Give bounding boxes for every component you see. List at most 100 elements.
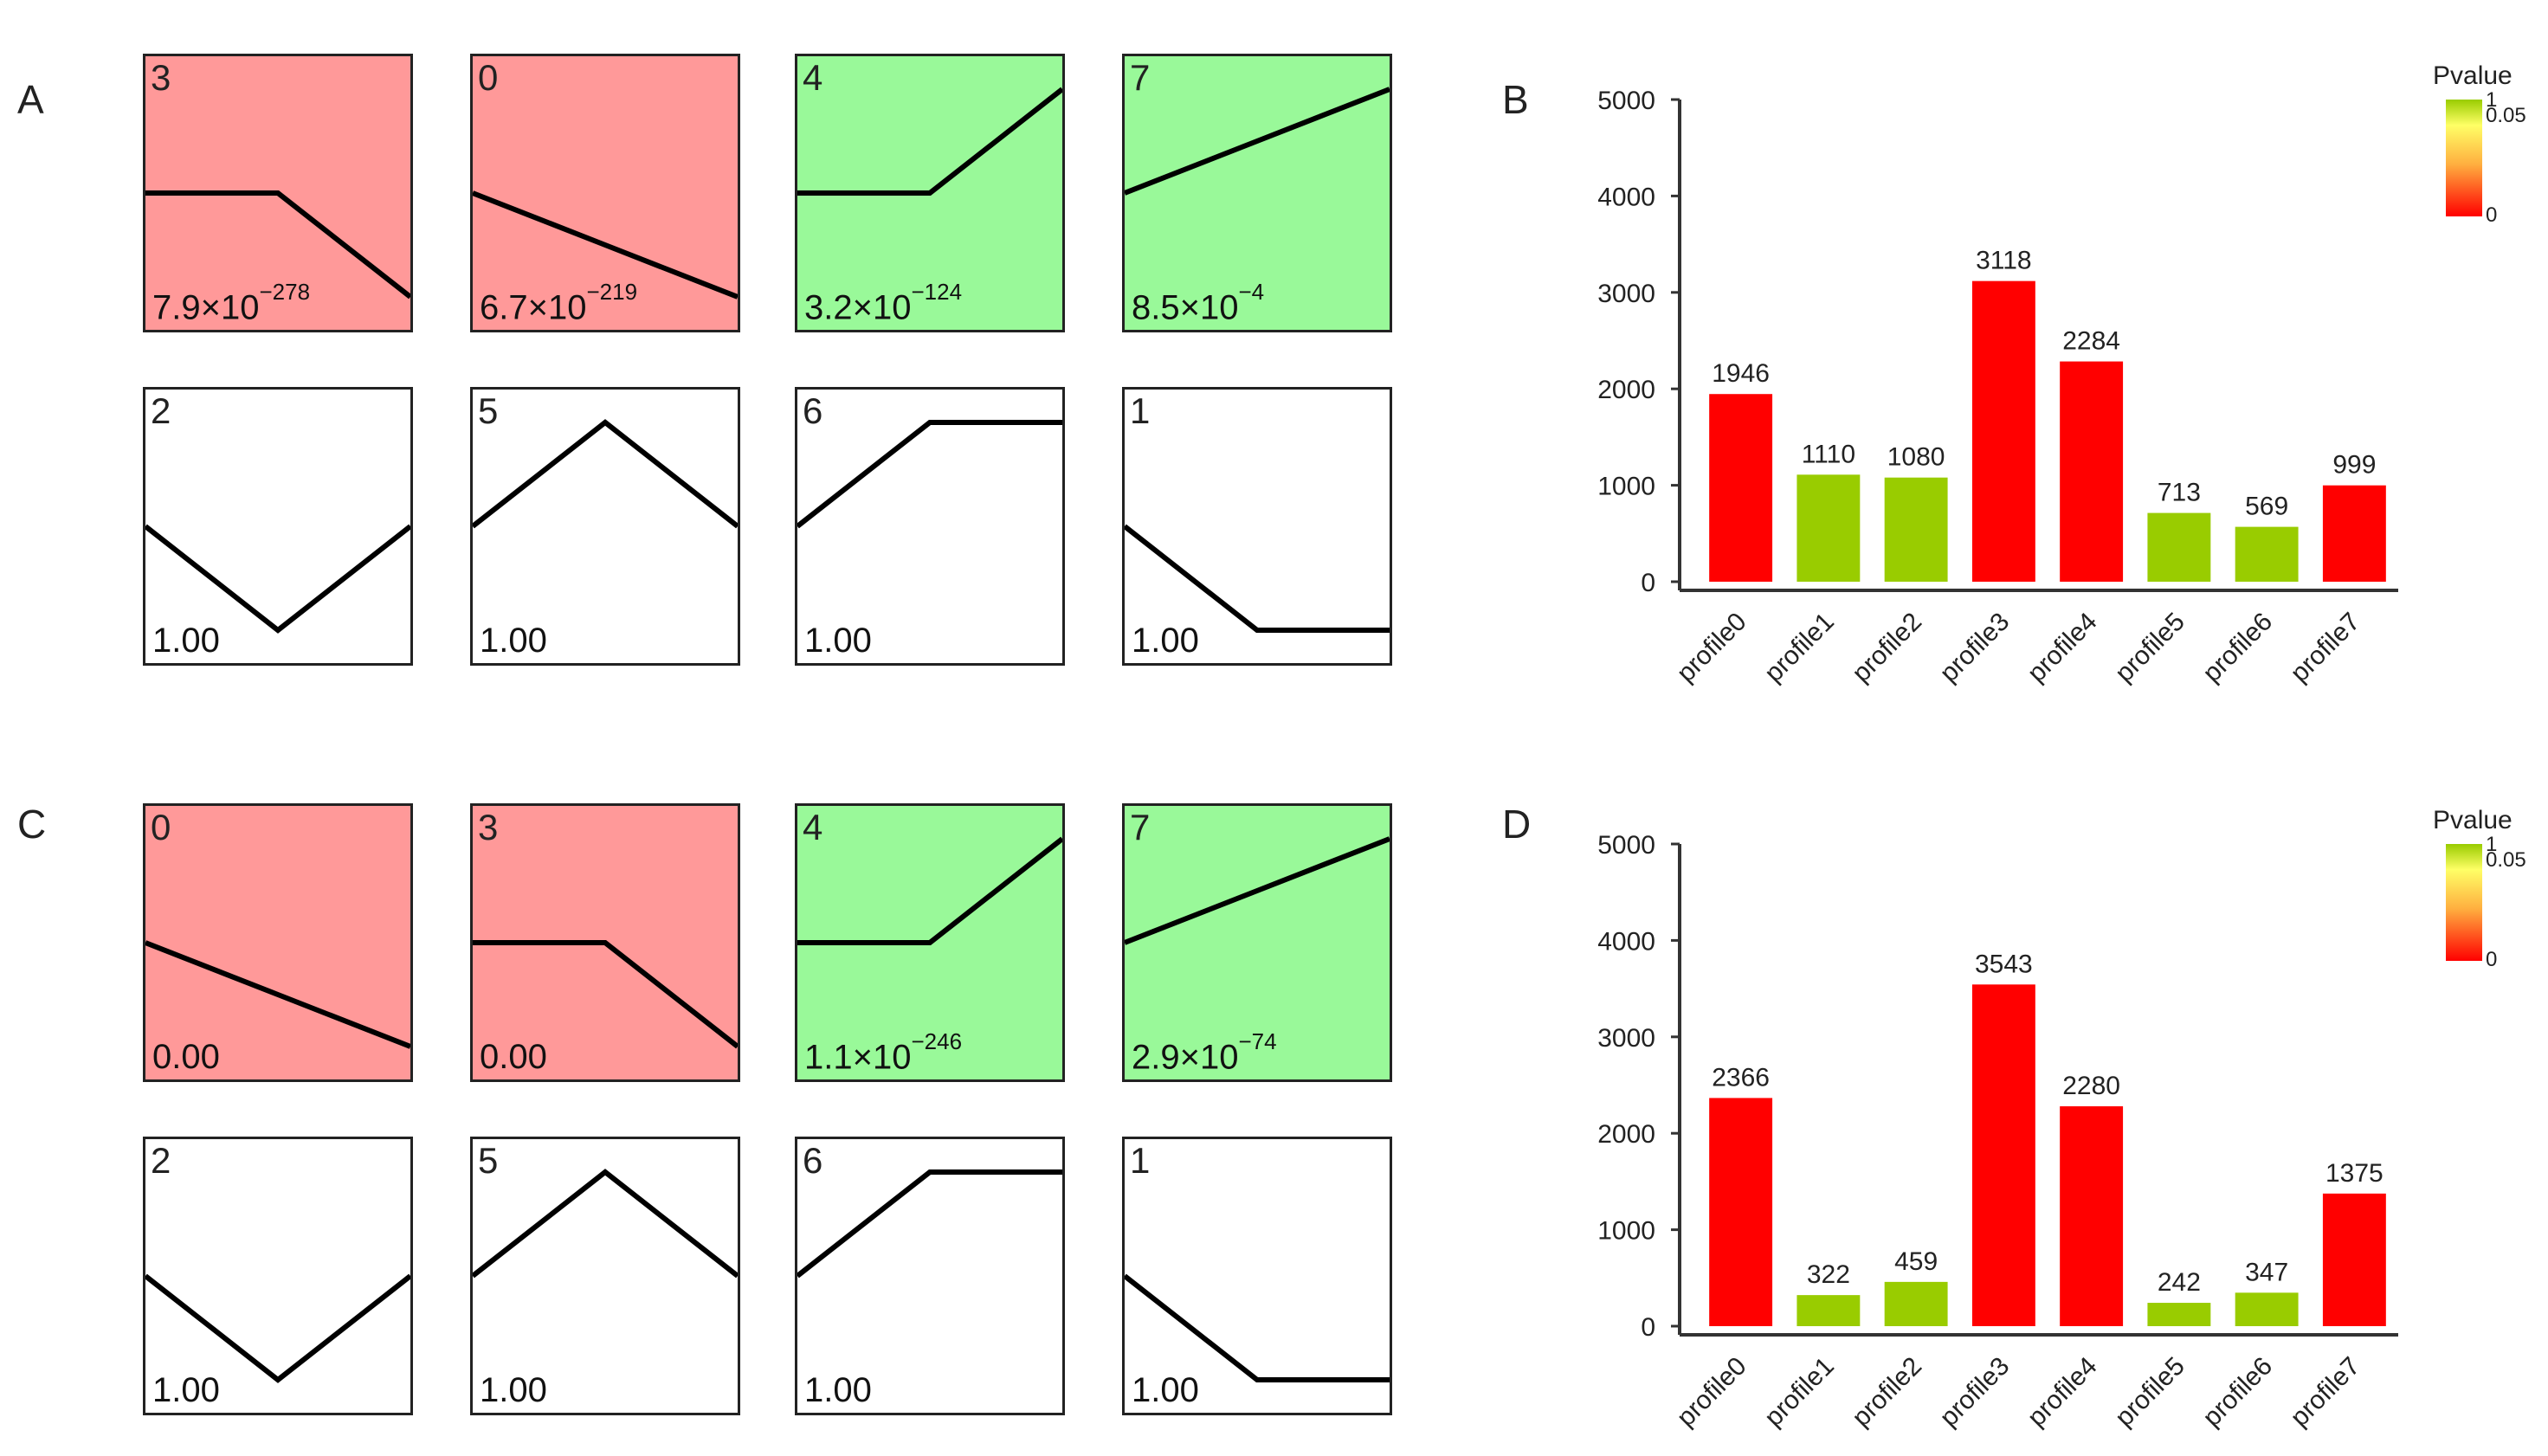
profile-pvalue-label: 1.00 [480, 623, 547, 658]
y-tick-label: 0 [1641, 1313, 1655, 1342]
y-tick-label: 1000 [1597, 473, 1655, 501]
bar-value-label: 2366 [1712, 1063, 1770, 1092]
trend-polyline [145, 524, 410, 634]
profile-box-c-7: 7 2.9×10−74 [1122, 803, 1392, 1082]
pvalue-base: 1.1×10 [804, 1038, 912, 1076]
trend-polyline [1125, 836, 1390, 945]
profile-trend-line [797, 1169, 1062, 1279]
bar-profile6 [2235, 526, 2299, 582]
trend-polyline [473, 419, 738, 529]
bar-profile4 [2060, 1106, 2124, 1326]
profile-pvalue-label: 0.00 [480, 1040, 547, 1074]
bar-profile2 [1884, 1281, 1948, 1326]
trend-polyline [145, 190, 410, 300]
pvalue-base: 1.00 [804, 1371, 872, 1409]
bar-profile1 [1797, 474, 1861, 582]
pvalue-exponent: −246 [911, 1028, 963, 1054]
profile-id-label: 6 [803, 1140, 823, 1181]
profile-trend-line [145, 190, 410, 300]
legend-title: Pvalue [2433, 806, 2513, 834]
pvalue-base: 0.00 [480, 1038, 547, 1076]
profile-box-a-3: 3 7.9×10−278 [143, 54, 413, 332]
x-tick-label: profile7 [2285, 608, 2365, 688]
x-tick-label: profile7 [2285, 1352, 2365, 1433]
bar-value-label: 999 [2332, 451, 2376, 480]
legend-colorbar [2446, 844, 2482, 961]
panel-letter-d: D [1502, 802, 1532, 847]
profile-box-a-6: 6 1.00 [795, 387, 1065, 666]
bar-value-label: 3543 [1975, 950, 2033, 978]
bar-value-label: 347 [2245, 1258, 2288, 1286]
bar-profile3 [1971, 280, 2035, 582]
trend-polyline [473, 190, 738, 300]
pvalue-base: 7.9×10 [152, 288, 260, 326]
y-tick-label: 2000 [1597, 1120, 1655, 1149]
trend-polyline [797, 87, 1062, 196]
bar-chart-b: 0 1000 2000 3000 4000 5000 1946 profile0 1110 pro… [1597, 61, 2526, 688]
bar-profile0 [1709, 1098, 1773, 1326]
profile-trend-line [797, 87, 1062, 196]
y-tick-label: 1000 [1597, 1217, 1655, 1246]
x-tick-label: profile4 [2022, 608, 2103, 688]
profile-pvalue-label: 6.7×10−219 [480, 280, 637, 326]
profile-id-label: 0 [478, 57, 499, 98]
bar-value-label: 459 [1894, 1247, 1938, 1276]
profile-box-c-4: 4 1.1×10−246 [795, 803, 1065, 1082]
bar-value-label: 242 [2158, 1268, 2201, 1297]
bar-profile6 [2235, 1292, 2299, 1326]
x-tick-label: profile6 [2197, 608, 2278, 688]
panel-letter-a: A [17, 77, 44, 122]
profile-box-c-1: 1 1.00 [1122, 1137, 1392, 1415]
profile-trend-line [473, 190, 738, 300]
profile-trend-line [1125, 524, 1390, 633]
bar-profile7 [2322, 485, 2386, 582]
bar-value-label: 2284 [2062, 327, 2120, 356]
profile-trend-line [473, 1169, 738, 1279]
y-tick-label: 3000 [1597, 280, 1655, 308]
profile-id-label: 2 [151, 390, 171, 431]
profile-trend-line [145, 524, 410, 634]
pvalue-base: 1.00 [1132, 622, 1199, 660]
bar-profile5 [2147, 1303, 2211, 1326]
profile-id-label: 2 [151, 1140, 171, 1181]
pvalue-base: 1.00 [1132, 1371, 1199, 1409]
legend-title: Pvalue [2433, 61, 2513, 90]
y-tick-label: 2000 [1597, 376, 1655, 404]
y-tick-label: 5000 [1597, 87, 1655, 115]
profile-id-label: 3 [151, 57, 171, 98]
pvalue-base: 1.00 [480, 1371, 547, 1409]
x-tick-label: profile5 [2110, 608, 2190, 688]
bar-profile5 [2147, 512, 2211, 582]
trend-polyline [1125, 1273, 1390, 1382]
profile-id-label: 4 [803, 57, 823, 98]
profile-pvalue-label: 1.00 [152, 623, 220, 658]
pvalue-base: 1.00 [152, 622, 220, 660]
x-tick-label: profile2 [1847, 1352, 1927, 1433]
profile-pvalue-label: 0.00 [152, 1040, 220, 1074]
legend-label: 0.05 [2486, 104, 2526, 127]
profile-box-a-2: 2 1.00 [143, 387, 413, 666]
profile-pvalue-label: 1.00 [804, 1373, 872, 1408]
legend-colorbar [2446, 100, 2482, 216]
pvalue-base: 1.00 [804, 622, 872, 660]
trend-polyline [145, 940, 410, 1049]
profile-box-a-0: 0 6.7×10−219 [470, 54, 740, 332]
trend-polyline [1125, 524, 1390, 633]
pvalue-base: 6.7×10 [480, 288, 587, 326]
legend-label: 1 [2486, 88, 2497, 112]
bar-value-label: 1375 [2325, 1159, 2384, 1188]
bar-value-label: 322 [1807, 1260, 1850, 1289]
bar-value-label: 1110 [1802, 440, 1855, 468]
bar-value-label: 3118 [1976, 247, 2032, 275]
bar-value-label: 1946 [1712, 359, 1770, 388]
profile-id-label: 3 [478, 807, 499, 847]
bar-value-label: 2280 [2062, 1072, 2120, 1100]
bar-chart-d: 0 1000 2000 3000 4000 5000 2366 profile0 322 prof… [1597, 806, 2525, 1433]
panel-letter-b: B [1502, 77, 1529, 122]
pvalue-exponent: −4 [1238, 278, 1265, 305]
x-tick-label: profile1 [1759, 1352, 1840, 1433]
profile-id-label: 7 [1130, 807, 1151, 847]
pvalue-base: 0.00 [152, 1038, 220, 1076]
profile-pvalue-label: 1.00 [804, 623, 872, 658]
pvalue-base: 3.2×10 [804, 288, 912, 326]
